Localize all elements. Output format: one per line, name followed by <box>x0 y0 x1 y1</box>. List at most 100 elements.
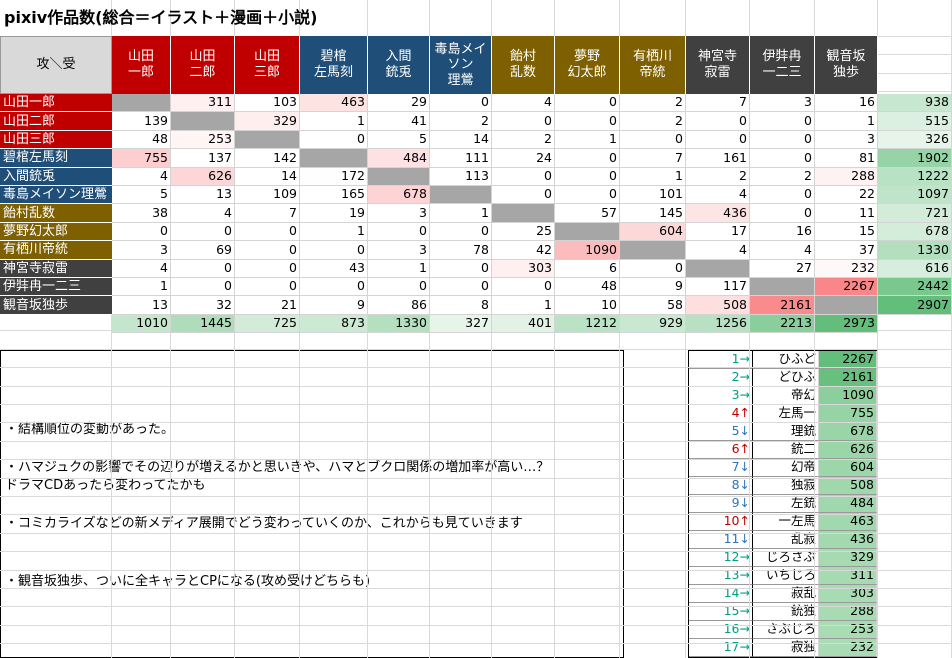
rank: 12→ <box>689 549 753 567</box>
pair-count: 678 <box>819 423 877 441</box>
value-cell: 86 <box>368 296 430 315</box>
value-cell: 0 <box>555 149 620 168</box>
pair-count: 232 <box>819 639 877 657</box>
column-header: 神宮寺 寂雷 <box>686 36 750 94</box>
pair-name: どひふ <box>753 369 819 387</box>
row-total: 326 <box>878 130 952 150</box>
row-total: 2442 <box>878 278 952 297</box>
value-cell: 0 <box>555 112 620 131</box>
value-cell: 25 <box>492 222 555 242</box>
value-cell: 4 <box>686 186 750 205</box>
sheet-grid <box>0 459 952 461</box>
value-cell: 0 <box>430 259 492 278</box>
value-cell: 626 <box>171 167 235 186</box>
value-cell: 1 <box>815 112 878 131</box>
value-cell: 21 <box>235 296 300 315</box>
pair-count: 288 <box>819 603 877 621</box>
value-cell: 0 <box>620 130 686 150</box>
diagonal-cell <box>300 149 368 168</box>
value-cell: 19 <box>300 204 368 223</box>
value-cell: 137 <box>171 149 235 168</box>
pair-count: 303 <box>819 585 877 603</box>
sheet-grid <box>0 422 952 424</box>
value-cell: 0 <box>235 278 300 297</box>
value-cell: 0 <box>171 259 235 278</box>
pair-name: 一左馬 <box>753 513 819 531</box>
row-header: 夢野幻太郎 <box>0 222 112 242</box>
value-cell: 508 <box>686 296 750 315</box>
value-cell: 0 <box>492 278 555 297</box>
row-header: 神宮寺寂雷 <box>0 259 112 278</box>
row-header: 山田二郎 <box>0 112 112 131</box>
value-cell: 1 <box>300 222 368 242</box>
value-cell: 484 <box>368 149 430 168</box>
value-cell: 16 <box>815 94 878 113</box>
pair-count: 253 <box>819 621 877 639</box>
pair-name: 独寂 <box>753 477 819 495</box>
pair-count: 755 <box>819 405 877 423</box>
value-cell: 17 <box>686 222 750 242</box>
row-header: 観音坂独歩 <box>0 296 112 315</box>
row-total: 721 <box>878 204 952 223</box>
rank: 1→ <box>689 351 753 369</box>
pair-count: 329 <box>819 549 877 567</box>
pair-name: じろさぶ <box>753 549 819 567</box>
column-total: 1445 <box>171 314 235 334</box>
diagonal-cell <box>492 204 555 223</box>
value-cell: 1 <box>300 112 368 131</box>
value-cell: 0 <box>171 278 235 297</box>
value-cell: 24 <box>492 149 555 168</box>
pair-name: 銃二 <box>753 441 819 459</box>
rank: 2→ <box>689 369 753 387</box>
sheet-grid <box>0 588 952 589</box>
pair-name: 理銃 <box>753 423 819 441</box>
value-cell: 58 <box>620 296 686 315</box>
value-cell: 0 <box>300 278 368 297</box>
value-cell: 2 <box>686 167 750 186</box>
value-cell: 604 <box>620 222 686 242</box>
value-cell: 2 <box>430 112 492 131</box>
column-header: 山田 一郎 <box>112 36 171 94</box>
value-cell: 48 <box>112 130 171 150</box>
value-cell: 678 <box>368 186 430 205</box>
sheet-grid <box>0 514 952 516</box>
note: ・ハマジュクの影響でその辺りが増えるかと思いきや、ハマとブクロ関係の増加率が高い… <box>5 460 550 493</box>
ranking-table: 1→ ひふど 2267 2→ どひふ 2161 3→ 帝幻 1090 4↑ 左馬一 755 5↓ 理銃 67… <box>688 350 878 658</box>
column-total: 401 <box>492 314 555 334</box>
sheet-grid <box>0 606 952 608</box>
value-cell: 3 <box>750 94 815 113</box>
sheet-grid <box>0 404 952 405</box>
row-total: 1330 <box>878 241 952 260</box>
value-cell: 27 <box>750 259 815 278</box>
value-cell: 3 <box>368 241 430 260</box>
value-cell: 0 <box>235 241 300 260</box>
value-cell: 8 <box>430 296 492 315</box>
value-cell: 1 <box>620 167 686 186</box>
value-cell: 1 <box>555 130 620 150</box>
value-cell: 0 <box>555 186 620 205</box>
value-cell: 13 <box>171 186 235 205</box>
sheet-grid <box>0 367 952 369</box>
value-cell: 9 <box>300 296 368 315</box>
row-total: 938 <box>878 94 952 113</box>
value-cell: 0 <box>750 130 815 150</box>
row-total: 515 <box>878 112 952 131</box>
diagonal-cell <box>686 259 750 278</box>
note: ・結構順位の変動があった。 <box>5 422 175 437</box>
sheet-grid <box>0 624 952 626</box>
row-total: 1902 <box>878 149 952 168</box>
value-cell: 145 <box>620 204 686 223</box>
value-cell: 14 <box>430 130 492 150</box>
value-cell: 172 <box>300 167 368 186</box>
value-cell: 436 <box>686 204 750 223</box>
value-cell: 6 <box>555 259 620 278</box>
value-cell: 42 <box>492 241 555 260</box>
value-cell: 0 <box>555 94 620 113</box>
column-total: 929 <box>620 314 686 334</box>
value-cell: 0 <box>112 222 171 242</box>
value-cell: 165 <box>300 186 368 205</box>
value-cell: 4 <box>686 241 750 260</box>
rank: 5↓ <box>689 423 753 441</box>
value-cell: 0 <box>492 112 555 131</box>
